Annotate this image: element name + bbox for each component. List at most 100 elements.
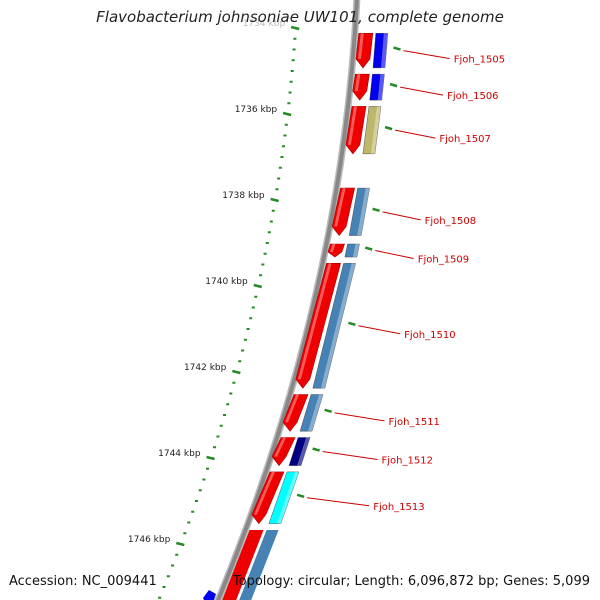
ruler-label: 1734 kbp [243, 19, 286, 29]
feature-bar [288, 437, 311, 466]
feature-bar-shade [320, 263, 356, 389]
ruler-label: 1740 kbp [205, 277, 248, 287]
cds-arrow [271, 437, 296, 467]
feature-bar [268, 471, 300, 524]
ruler-label: 1746 kbp [128, 535, 171, 545]
ruler-minor-tick [249, 317, 253, 320]
ruler-minor-tick [284, 123, 288, 126]
ruler-minor-tick [289, 80, 293, 83]
label-leader [358, 325, 401, 335]
ruler-minor-tick [287, 102, 291, 105]
kbp-ruler: 1734 kbp 1736 kbp 1738 kbp 1740 kbp 1742 kbp… [128, 19, 300, 599]
cds-arrow-highlight [354, 74, 361, 92]
feature-bar [362, 106, 382, 155]
label-leader [307, 497, 370, 507]
label-leader [403, 50, 450, 60]
ruler-minor-tick [175, 553, 179, 556]
ruler-minor-tick [271, 209, 275, 212]
ruler-minor-tick [259, 274, 263, 277]
gene-marker [372, 207, 380, 213]
gene-marker [393, 46, 401, 51]
cds-arrow-highlight [285, 394, 300, 423]
ruler-minor-tick [243, 338, 247, 341]
gene-label: Fjoh_1509 [418, 255, 469, 266]
ruler-minor-tick [219, 424, 223, 427]
ruler-minor-tick [229, 392, 233, 395]
ruler-label: 1742 kbp [184, 363, 227, 373]
ruler-label: 1744 kbp [158, 449, 201, 459]
feature-bar-shade [377, 74, 385, 101]
genome-backbone [214, 0, 361, 600]
ruler-minor-tick [223, 414, 226, 416]
label-leader [322, 451, 378, 461]
ruler-minor-tick [171, 564, 175, 567]
label-leader [334, 412, 385, 422]
ruler-minor-tick [194, 500, 198, 502]
gene-label: Fjoh_1505 [454, 55, 505, 66]
gene-label: Fjoh_1513 [373, 502, 424, 513]
ruler-minor-tick [191, 510, 195, 513]
ruler-minor-tick [263, 252, 267, 255]
cds-arrow [295, 263, 341, 389]
feature-bar [344, 243, 360, 258]
ruler-minor-tick [198, 489, 202, 492]
cds-arrow-highlight [347, 106, 358, 145]
gene-marker [389, 82, 398, 88]
backbone-line [216, 0, 359, 600]
cds-arrow-highlight [334, 188, 346, 227]
ruler-major-tick [232, 369, 241, 375]
ruler-major-tick [290, 25, 300, 31]
gene-marker [348, 321, 356, 326]
feature-bar-partial [239, 529, 279, 600]
ruler-minor-tick [158, 596, 162, 599]
feature-bar-shade [308, 394, 324, 432]
ruler-major-tick [282, 111, 292, 117]
ruler-minor-tick [187, 521, 191, 524]
ruler-minor-tick [265, 242, 269, 244]
cds-arrow-highlight [274, 437, 287, 457]
feature-bar [372, 33, 389, 69]
cds-arrow [251, 471, 285, 525]
ruler-minor-tick [202, 478, 206, 481]
feature-bar-shade [370, 106, 382, 154]
cds-arrow-highlight [253, 471, 275, 515]
ruler-major-tick [270, 197, 279, 203]
ruler-minor-tick [291, 59, 295, 62]
cds-arrow [282, 394, 309, 432]
gene-marker [384, 125, 393, 131]
ruler-minor-tick [278, 166, 282, 169]
reverse-cds-arrow-partial [203, 590, 216, 600]
map-title: Flavobacterium johnsoniae UW101, complet… [96, 8, 504, 26]
ruler-minor-tick [283, 134, 287, 137]
ruler-minor-tick [277, 177, 281, 180]
gene-label: Fjoh_1506 [447, 91, 498, 102]
feature-bar-shade [352, 244, 360, 258]
feature-bar-shade [380, 33, 388, 68]
cds-arrow-highlight [329, 244, 336, 252]
topology-text: Topology: circular; Length: 6,096,872 bp… [232, 574, 590, 589]
gene-label: Fjoh_1507 [439, 134, 490, 145]
cds-arrow [352, 73, 370, 101]
gene-label: Fjoh_1508 [425, 216, 476, 227]
gene-marker [296, 493, 305, 498]
ruler-minor-tick [183, 532, 187, 535]
ruler-minor-tick [292, 48, 296, 51]
ruler-minor-tick [238, 360, 242, 363]
label-leader [400, 86, 444, 96]
gene-marker [312, 447, 320, 452]
cds-arrow [355, 33, 374, 69]
ruler-minor-tick [216, 435, 220, 438]
ruler-minor-tick [162, 586, 166, 588]
ruler-minor-tick [246, 328, 250, 330]
feature-bar-shade [276, 471, 299, 524]
ruler-minor-tick [275, 188, 279, 191]
cds-arrow-highlight [297, 263, 332, 380]
ruler-major-tick [176, 541, 185, 547]
ruler-major-tick [253, 283, 263, 289]
ruler-minor-tick [288, 91, 292, 94]
ruler-minor-tick [213, 446, 217, 449]
feature-bar-shade [357, 188, 370, 236]
gene-marker [364, 246, 373, 251]
ruler-minor-tick [254, 295, 258, 298]
